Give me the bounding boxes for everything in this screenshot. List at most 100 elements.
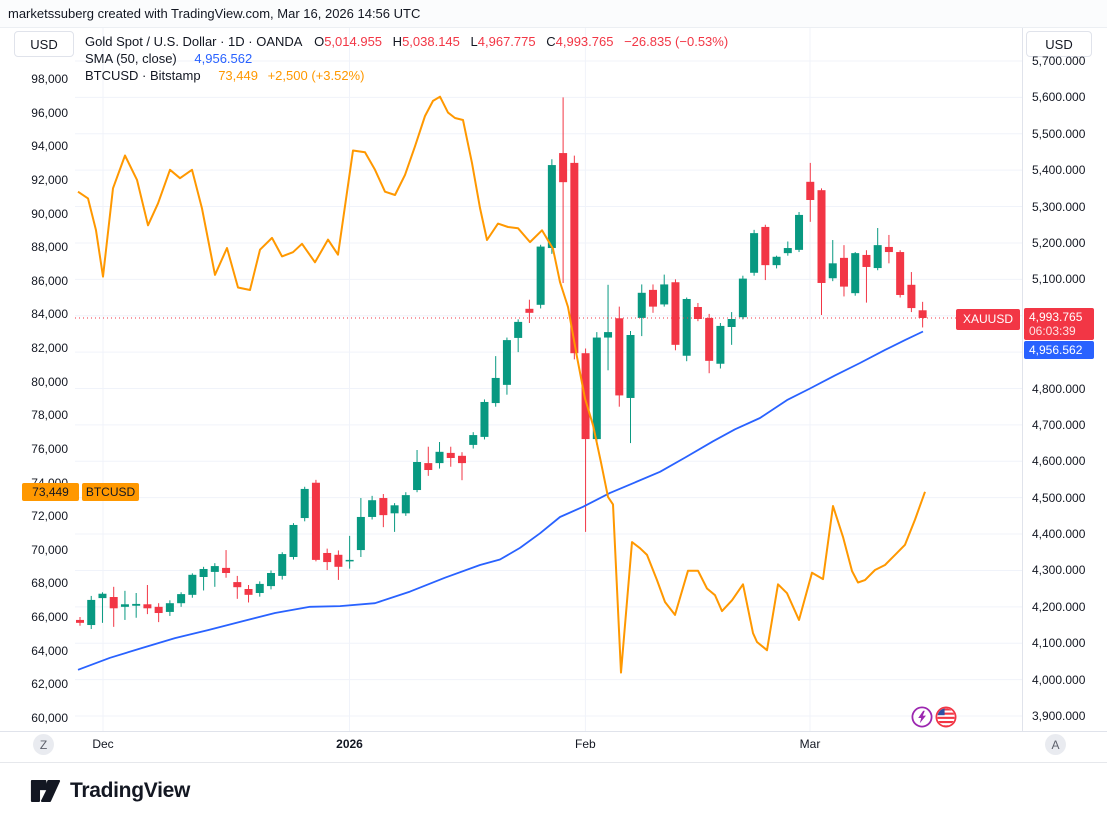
candle-body bbox=[873, 245, 882, 269]
candle-body bbox=[188, 574, 197, 595]
left-axis-tick: 60,000 bbox=[31, 711, 68, 725]
right-axis-tick: 4,800.000 bbox=[1032, 381, 1086, 396]
bar-countdown: 06:03:39 bbox=[1029, 324, 1076, 338]
attribution-header: marketssuberg created with TradingView.c… bbox=[0, 0, 1107, 28]
sma-value: 4,956.562 bbox=[194, 51, 253, 66]
left-axis-tick: 66,000 bbox=[31, 610, 68, 625]
candle-body bbox=[559, 153, 568, 183]
candle-body bbox=[693, 306, 702, 319]
candle-body bbox=[469, 435, 478, 445]
candle-body bbox=[772, 256, 781, 266]
grid-lines bbox=[75, 28, 1022, 731]
candle-body bbox=[233, 582, 242, 588]
candle-body bbox=[413, 462, 422, 491]
candle-body bbox=[356, 516, 365, 551]
change-value: −26.835 (−0.53%) bbox=[624, 34, 729, 49]
candle-body bbox=[379, 498, 388, 516]
btcusd-price-tag: 73,449 bbox=[22, 483, 79, 501]
tradingview-logo-icon[interactable] bbox=[30, 777, 61, 805]
candle-body bbox=[222, 567, 231, 573]
candle-body bbox=[401, 495, 410, 514]
left-axis-tick: 78,000 bbox=[31, 408, 68, 423]
sma50-line[interactable] bbox=[77, 330, 924, 671]
sma-label: SMA (50, close) bbox=[85, 51, 177, 66]
us-flag-event-icon[interactable] bbox=[935, 706, 957, 728]
candle-body bbox=[660, 284, 669, 305]
candle-body bbox=[806, 181, 815, 201]
candle-body bbox=[390, 505, 399, 514]
candle-body bbox=[705, 317, 714, 361]
event-markers[interactable] bbox=[909, 704, 960, 735]
candle-body bbox=[783, 248, 792, 254]
xauusd-price-line-tag: XAUUSD bbox=[956, 309, 1020, 330]
left-axis-tick: 80,000 bbox=[31, 374, 68, 389]
legend-compare-row[interactable]: BTCUSD · Bitstamp 73,449 +2,500 (+3.52%) bbox=[85, 68, 728, 84]
legend-sma-row[interactable]: SMA (50, close) 4,956.562 bbox=[85, 51, 728, 67]
time-axis-separator bbox=[0, 731, 1107, 732]
candle-body bbox=[424, 463, 433, 471]
candle-body bbox=[98, 593, 107, 599]
right-axis-tick: 4,400.000 bbox=[1032, 527, 1086, 542]
timezone-button[interactable]: Z bbox=[33, 734, 54, 755]
candle-body bbox=[547, 165, 556, 249]
candle-body bbox=[648, 289, 657, 307]
candle-body bbox=[761, 226, 770, 266]
candle-body bbox=[862, 254, 871, 267]
economic-event-icon[interactable] bbox=[911, 706, 933, 728]
right-axis-tick: 5,400.000 bbox=[1032, 163, 1086, 178]
right-axis-tick: 5,500.000 bbox=[1032, 126, 1086, 141]
right-axis-tick: 4,600.000 bbox=[1032, 454, 1086, 469]
candle-body bbox=[210, 566, 219, 572]
candle-body bbox=[750, 233, 759, 273]
left-axis-tick: 70,000 bbox=[31, 542, 68, 557]
auto-scale-button[interactable]: A bbox=[1045, 734, 1066, 755]
candle-body bbox=[671, 282, 680, 345]
chart-area[interactable]: USD USD Gold Spot / U.S. Dollar · 1D · O… bbox=[0, 28, 1107, 762]
candle-body bbox=[446, 452, 455, 459]
candle-body bbox=[570, 162, 579, 354]
candle-body bbox=[109, 597, 118, 609]
candle-body bbox=[143, 604, 152, 609]
left-axis-tick: 96,000 bbox=[31, 105, 68, 120]
candle-body bbox=[154, 606, 163, 614]
timezone-button-label: Z bbox=[39, 737, 48, 752]
candle-body bbox=[323, 552, 332, 563]
candle-body bbox=[536, 246, 545, 305]
candle-body bbox=[435, 451, 444, 464]
candle-body bbox=[255, 583, 264, 594]
left-currency-label: USD bbox=[30, 36, 58, 52]
left-axis-tick: 76,000 bbox=[31, 441, 68, 456]
right-axis-tick: 5,100.000 bbox=[1032, 272, 1086, 287]
candle-body bbox=[334, 554, 343, 567]
tradingview-wordmark[interactable]: TradingView bbox=[70, 778, 191, 802]
candle-body bbox=[918, 310, 927, 318]
candle-body bbox=[87, 599, 96, 626]
left-axis-currency-button[interactable]: USD bbox=[14, 31, 74, 57]
price-chart-canvas[interactable] bbox=[0, 28, 1107, 762]
candle-body bbox=[514, 321, 523, 338]
right-axis-tick: 4,100.000 bbox=[1032, 636, 1086, 651]
right-axis-currency-button[interactable]: USD bbox=[1026, 31, 1092, 57]
candle-body bbox=[615, 318, 624, 396]
left-axis-tick: 94,000 bbox=[31, 139, 68, 154]
close-value: C4,993.765 bbox=[546, 34, 614, 49]
legend-main-symbol-row[interactable]: Gold Spot / U.S. Dollar · 1D · OANDA O5,… bbox=[85, 34, 728, 50]
left-axis-tick: 92,000 bbox=[31, 172, 68, 187]
left-axis-tick: 82,000 bbox=[31, 341, 68, 356]
last-price-value: 4,993.765 bbox=[1029, 310, 1083, 324]
candle-body bbox=[345, 559, 354, 562]
auto-scale-button-label: A bbox=[1051, 737, 1060, 752]
low-value: L4,967.775 bbox=[470, 34, 536, 49]
candle-body bbox=[491, 377, 500, 404]
compare-symbol-label: BTCUSD · Bitstamp bbox=[85, 68, 201, 83]
left-axis-tick: 64,000 bbox=[31, 643, 68, 658]
right-axis-tick: 5,600.000 bbox=[1032, 90, 1086, 105]
candle-body bbox=[289, 524, 298, 557]
candle-body bbox=[738, 278, 747, 318]
left-axis-tick: 84,000 bbox=[31, 307, 68, 322]
candle-body bbox=[637, 292, 646, 318]
candle-body bbox=[839, 257, 848, 287]
btcusd-line[interactable] bbox=[77, 95, 926, 674]
symbol-title: Gold Spot / U.S. Dollar · 1D · OANDA bbox=[85, 34, 303, 49]
xauusd-candles-series[interactable] bbox=[76, 97, 927, 630]
